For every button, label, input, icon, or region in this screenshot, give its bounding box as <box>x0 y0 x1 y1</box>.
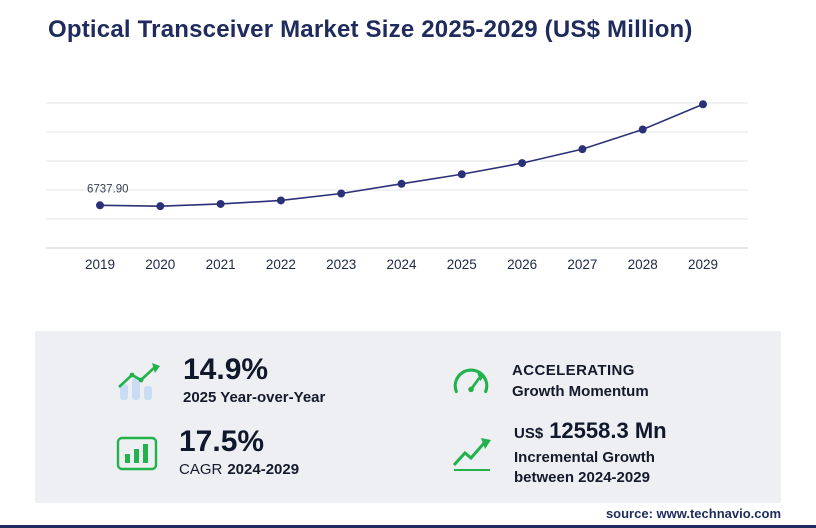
x-axis-year-label: 2023 <box>326 257 356 272</box>
speedometer-icon <box>453 368 489 394</box>
cagr-text: 17.5% CAGR 2024-2029 <box>179 426 299 481</box>
x-axis-year-label: 2024 <box>386 257 417 272</box>
cagr-label: CAGR 2024-2029 <box>179 460 299 480</box>
first-point-data-label: 6737.90 <box>87 183 129 195</box>
x-axis-year-label: 2026 <box>507 257 537 272</box>
incremental-currency: US$ <box>514 424 544 442</box>
yoy-label: 2025 Year-over-Year <box>183 389 326 407</box>
x-axis-year-label: 2027 <box>567 257 597 272</box>
stat-growth-momentum: ACCELERATING Growth Momentum <box>450 345 757 417</box>
data-point <box>699 100 707 109</box>
market-size-chart: 6737.90 2019 2020 2021 2022 2023 2024 2025 2026 2… <box>40 88 756 288</box>
stats-panel: 14.9% 2025 Year-over-Year ACCELERATING G… <box>35 331 781 503</box>
x-axis-year-label: 2019 <box>85 257 115 272</box>
data-point <box>156 202 165 211</box>
momentum-line1: ACCELERATING <box>512 362 635 379</box>
data-point <box>457 170 466 179</box>
data-point <box>216 199 225 208</box>
data-point <box>518 159 527 168</box>
stat-incremental-growth: US$ 12558.3 Mn Incremental Growth between… <box>450 417 757 489</box>
incremental-value: 12558.3 Mn <box>549 417 667 443</box>
cagr-value: 17.5% <box>179 424 265 458</box>
data-point <box>578 145 587 154</box>
incremental-label-line1: Incremental Growth <box>514 448 655 466</box>
cagr-label-period: 2024-2029 <box>227 461 300 479</box>
cagr-label-prefix: CAGR <box>179 461 223 479</box>
data-point <box>638 125 647 134</box>
market-size-line-chart: 6737.90 2019 2020 2021 2022 2023 2024 2025 2026 2… <box>46 100 748 272</box>
stat-cagr: 17.5% CAGR 2024-2029 <box>115 417 422 489</box>
stat-yoy-growth: 14.9% 2025 Year-over-Year <box>115 345 422 417</box>
x-axis-year-label: 2028 <box>628 257 658 272</box>
bottom-accent-bar <box>0 525 816 528</box>
incremental-value-line: US$ 12558.3 Mn <box>514 418 667 444</box>
x-axis-year-label: 2021 <box>206 257 236 272</box>
market-size-series-line <box>99 103 704 207</box>
bar-chart-box-icon <box>116 436 158 471</box>
x-axis-year-label: 2025 <box>447 257 477 272</box>
incremental-label-line2: between 2024-2029 <box>514 469 650 486</box>
growth-arrow-icon <box>452 438 491 471</box>
bar-chart-up-icon <box>118 363 160 400</box>
data-point <box>337 189 346 198</box>
data-point <box>276 196 285 205</box>
x-axis-year-label: 2029 <box>688 257 718 272</box>
source-note: source: www.technavio.com <box>605 506 781 521</box>
x-axis-year-label: 2020 <box>145 257 175 272</box>
data-point <box>96 201 104 210</box>
yoy-text: 14.9% 2025 Year-over-Year <box>183 354 325 409</box>
incremental-text: US$ 12558.3 Mn Incremental Growth between… <box>514 418 667 489</box>
x-axis-year-label: 2022 <box>266 257 296 272</box>
momentum-text: ACCELERATING Growth Momentum <box>512 362 649 400</box>
momentum-line2: Growth Momentum <box>512 383 649 400</box>
yoy-value: 14.9% <box>183 352 269 386</box>
page-title: Optical Transceiver Market Size 2025-202… <box>48 16 693 43</box>
data-point <box>397 179 406 188</box>
